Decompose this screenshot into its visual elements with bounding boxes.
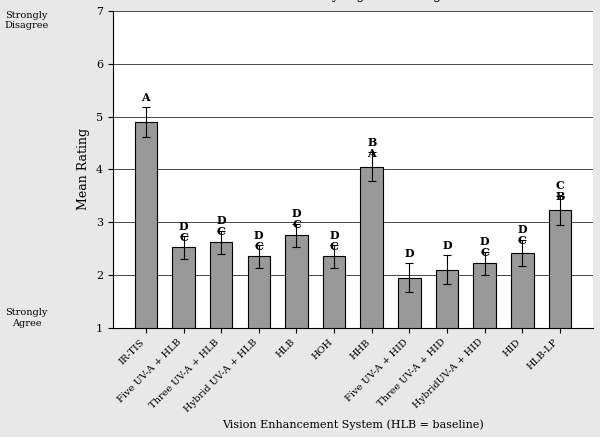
Text: D: D [442,239,452,250]
Text: D: D [254,229,263,241]
Y-axis label: Mean Rating: Mean Rating [77,128,91,210]
Text: D: D [517,224,527,235]
Text: C: C [292,219,301,230]
Text: C: C [480,247,489,258]
Text: D: D [217,215,226,226]
Text: D: D [329,229,339,241]
Bar [323,257,346,381]
Text: Strongly
Disagree: Strongly Disagree [4,11,49,30]
Bar [361,166,383,381]
Bar [134,122,157,381]
Text: A: A [367,148,376,159]
Text: sooner than my regular headlights.: sooner than my regular headlights. [241,0,464,2]
Bar [210,242,232,381]
Text: C: C [556,180,565,191]
Text: C: C [254,241,263,252]
Text: D: D [292,208,301,219]
Bar [548,211,571,381]
Text: B: B [555,191,565,202]
Text: C: C [518,235,527,246]
Bar [511,253,533,381]
Text: D: D [480,236,490,247]
Text: B: B [367,137,376,148]
Text: C: C [329,241,338,252]
Text: A: A [142,92,150,103]
Bar [473,263,496,381]
Text: D: D [404,247,414,259]
Text: D: D [179,221,188,232]
X-axis label: Vision Enhancement System (HLB = baseline): Vision Enhancement System (HLB = baselin… [222,420,484,430]
Bar [398,277,421,381]
Bar [285,235,308,381]
Bar [172,247,195,381]
Bar [436,270,458,381]
Text: C: C [179,232,188,243]
Bar [248,257,270,381]
Text: C: C [217,226,226,237]
Text: Strongly
Agree: Strongly Agree [5,308,47,328]
